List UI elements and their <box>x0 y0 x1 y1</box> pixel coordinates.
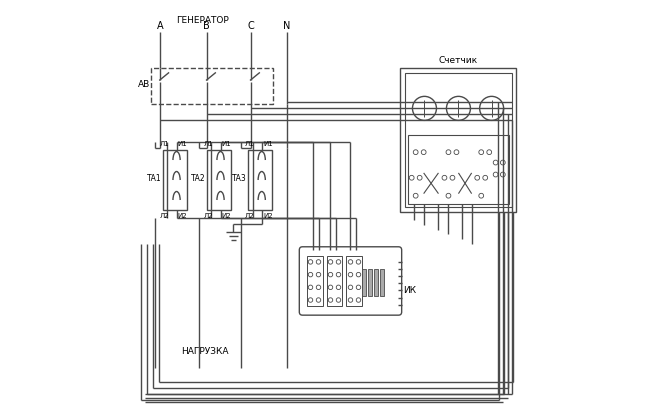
Bar <box>401 68 516 212</box>
Bar <box>380 268 384 297</box>
Bar <box>206 150 231 210</box>
Text: Л2: Л2 <box>160 213 169 219</box>
Text: ТА2: ТА2 <box>191 173 205 182</box>
Text: И2: И2 <box>222 213 231 219</box>
Bar <box>150 68 273 104</box>
Bar <box>346 255 363 306</box>
Text: Л2: Л2 <box>204 213 213 219</box>
Bar <box>407 135 509 204</box>
Text: И2: И2 <box>263 213 273 219</box>
Text: И1: И1 <box>263 141 273 147</box>
Bar <box>307 255 323 306</box>
Text: Л1: Л1 <box>204 141 213 147</box>
Text: АВ: АВ <box>138 80 150 89</box>
Text: Счетчик: Счетчик <box>439 56 478 65</box>
Bar <box>362 268 367 297</box>
Text: И1: И1 <box>222 141 231 147</box>
Text: A: A <box>156 21 163 31</box>
Text: И2: И2 <box>178 213 187 219</box>
Text: ИК: ИК <box>403 286 417 295</box>
Bar <box>327 255 342 306</box>
Text: И1: И1 <box>178 141 187 147</box>
Text: B: B <box>203 21 210 31</box>
Bar <box>405 73 512 207</box>
Text: Л2: Л2 <box>244 213 254 219</box>
Text: ГЕНЕРАТОР: ГЕНЕРАТОР <box>176 16 229 25</box>
Text: N: N <box>283 21 290 31</box>
Text: ТА3: ТА3 <box>232 173 246 182</box>
Bar <box>162 150 187 210</box>
Bar <box>248 150 272 210</box>
Bar <box>374 268 378 297</box>
Bar <box>368 268 373 297</box>
Text: Л1: Л1 <box>160 141 169 147</box>
Text: НАГРУЗКА: НАГРУЗКА <box>181 348 228 357</box>
Text: ТА1: ТА1 <box>147 173 161 182</box>
Text: Л1: Л1 <box>244 141 254 147</box>
Text: C: C <box>247 21 254 31</box>
